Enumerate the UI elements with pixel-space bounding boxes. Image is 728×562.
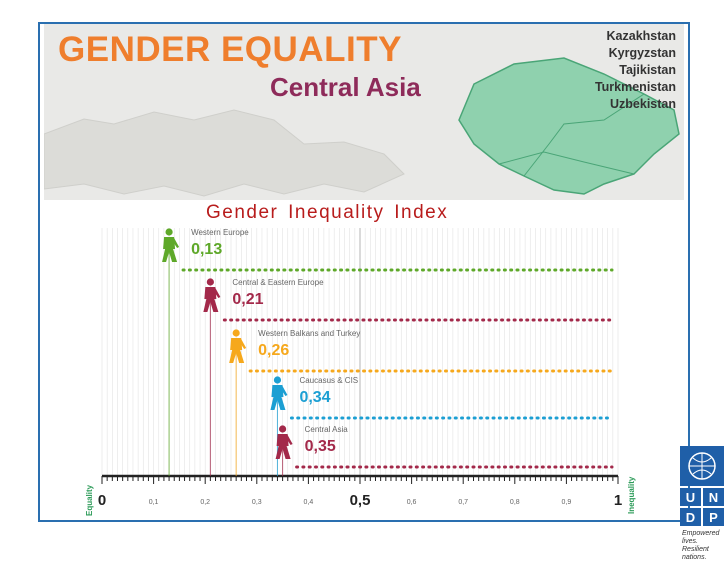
region-label: Western Europe bbox=[191, 228, 249, 237]
banner-subtitle: Central Asia bbox=[270, 72, 421, 102]
map-background bbox=[44, 57, 680, 197]
x-tick-label: 0 bbox=[98, 492, 106, 509]
map-banner: GENDER EQUALITY Central Asia Kazakhstan … bbox=[44, 24, 684, 200]
country-name: Turkmenistan bbox=[594, 80, 676, 94]
tagline-line: Empowered lives. bbox=[682, 530, 720, 545]
value-label: 0,34 bbox=[299, 389, 330, 406]
undp-logo: U N D P bbox=[680, 446, 724, 526]
left-axis-label: Equality bbox=[85, 484, 94, 516]
region-label: Caucasus & CIS bbox=[299, 376, 358, 385]
country-name: Kazakhstan bbox=[606, 29, 676, 43]
europe-map-shape bbox=[44, 109, 405, 197]
value-label: 0,26 bbox=[258, 342, 289, 359]
x-tick-label: 0,4 bbox=[304, 499, 314, 506]
gii-chart: 0 0,1 0,2 0,3 0,4 0,5 0,6 0,7 0,8 0,9 1 Equality Ine… bbox=[85, 228, 636, 516]
x-tick-label: 0,3 bbox=[252, 499, 262, 506]
person-marker-icon bbox=[229, 329, 247, 363]
value-label: 0,35 bbox=[305, 438, 336, 455]
logo-letter: U bbox=[686, 490, 695, 505]
x-tick-label: 0,2 bbox=[200, 499, 210, 506]
value-label: 0,21 bbox=[232, 291, 263, 308]
x-tick-label: 0,1 bbox=[149, 499, 159, 506]
person-marker-icon bbox=[162, 228, 180, 262]
region-label: Central & Eastern Europe bbox=[232, 278, 324, 287]
logo-letter: D bbox=[686, 510, 695, 525]
value-label: 0,13 bbox=[191, 241, 222, 258]
x-tick-label: 0,9 bbox=[562, 499, 572, 506]
tagline-line: Resilient nations. bbox=[682, 546, 709, 561]
region-border bbox=[498, 151, 635, 175]
country-list: Kazakhstan Kyrgyzstan Tajikistan Turkmen… bbox=[595, 28, 676, 113]
region-label: Western Balkans and Turkey bbox=[258, 329, 360, 338]
country-name: Uzbekistan bbox=[610, 97, 676, 111]
chart-title: Gender Inequality Index bbox=[206, 202, 449, 223]
right-axis-label: Inequality bbox=[627, 476, 636, 514]
country-name: Kyrgyzstan bbox=[608, 46, 676, 60]
logo-letter: P bbox=[709, 510, 718, 525]
x-tick-label: 0,8 bbox=[510, 499, 520, 506]
region-label: Central Asia bbox=[305, 425, 349, 434]
undp-tagline: Empowered lives. Resilient nations. bbox=[682, 530, 728, 562]
x-tick-label: 1 bbox=[614, 492, 622, 509]
person-marker-icon bbox=[275, 425, 293, 459]
region-border bbox=[523, 93, 645, 177]
country-name: Tajikistan bbox=[619, 63, 676, 77]
person-marker-icon bbox=[270, 376, 288, 410]
person-marker-icon bbox=[203, 278, 221, 312]
banner-title: GENDER EQUALITY bbox=[58, 30, 402, 69]
x-tick-label: 0,5 bbox=[350, 492, 371, 509]
x-tick-label: 0,6 bbox=[407, 499, 417, 506]
logo-letter: N bbox=[709, 490, 718, 505]
x-tick-label: 0,7 bbox=[458, 499, 468, 506]
